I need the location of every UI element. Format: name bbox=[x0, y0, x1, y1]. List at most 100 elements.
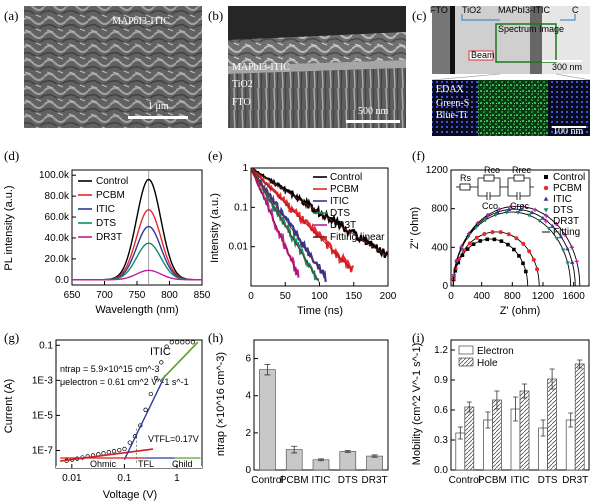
trap-xtick-label-pcbm: PCBM bbox=[280, 475, 309, 486]
eis-point-dts bbox=[554, 236, 560, 241]
trpl-fit-dts bbox=[251, 168, 320, 284]
sclc-data-point bbox=[122, 446, 127, 452]
pl-xtick-label: 750 bbox=[129, 290, 146, 301]
trpl-series-itic bbox=[251, 168, 327, 283]
eis-point-itic bbox=[540, 215, 546, 220]
sclc-data-point bbox=[153, 376, 159, 381]
mob-bar-hole-control bbox=[464, 406, 475, 471]
sclc-data-point bbox=[185, 340, 190, 345]
chart-eis-frame bbox=[450, 169, 590, 287]
eis-legend-swatch-dts bbox=[543, 208, 549, 213]
sclc-data-point bbox=[143, 407, 148, 412]
mob-ytick-label: 0.6 bbox=[434, 405, 448, 416]
eis-point-dts bbox=[565, 261, 570, 266]
eis-fit-control bbox=[452, 238, 529, 287]
eis-xtick-label: 0 bbox=[448, 291, 454, 302]
chart-trpl-ylabel: Intensity (a.u.) bbox=[209, 193, 221, 263]
pl-legend-label-dr3t: DR3T bbox=[96, 232, 122, 243]
mob-ytick-label: 0.3 bbox=[434, 435, 448, 446]
sclc-ytick-label: 0.1 bbox=[39, 340, 53, 351]
sclc-ytick-label: 1E-5 bbox=[32, 410, 54, 421]
chart-trpl-xlabel: Time (ns) bbox=[297, 305, 343, 317]
trpl-legend-label-itic: ITIC bbox=[330, 196, 349, 207]
eis-point-dts bbox=[458, 247, 464, 252]
sem-c-beam-label: Beam bbox=[471, 50, 495, 60]
panel-label-d: (d) bbox=[4, 148, 19, 163]
pl-xtick-label: 650 bbox=[64, 290, 81, 301]
eis-point-dr3t bbox=[459, 244, 464, 249]
eis-point-control bbox=[506, 242, 510, 247]
sem-c-scale-bottom: 100 nm bbox=[553, 126, 584, 137]
eis-point-dr3t bbox=[544, 213, 549, 218]
trap-errorbar-itic bbox=[318, 458, 324, 462]
eis-legend-swatch-control bbox=[544, 175, 548, 179]
trap-xtick-label-itic: ITIC bbox=[312, 475, 331, 486]
circuit-crec: Crec bbox=[510, 201, 530, 211]
sclc-data-point bbox=[180, 340, 185, 345]
trpl-fit-itic bbox=[251, 168, 326, 278]
eis-point-control bbox=[471, 242, 476, 247]
eis-ytick-label: 800 bbox=[431, 204, 448, 215]
trap-bar-control bbox=[259, 369, 276, 471]
eis-point-dr3t bbox=[497, 207, 502, 212]
trpl-xtick-label: 100 bbox=[311, 291, 328, 302]
eis-point-dr3t bbox=[554, 222, 559, 227]
sclc-xtick-label: 0.01 bbox=[62, 473, 82, 484]
sclc-data-point bbox=[117, 447, 122, 453]
eis-point-dts bbox=[526, 213, 532, 218]
eis-point-pcbm bbox=[535, 267, 540, 272]
mob-xtick-label-control: Control bbox=[449, 475, 481, 486]
mob-errorbar-electron-control bbox=[457, 426, 463, 440]
trpl-fit-dr3t bbox=[251, 168, 298, 275]
sem-b-layer-fto: FTO bbox=[232, 97, 251, 108]
sclc-tfl: TFL bbox=[138, 459, 154, 469]
sem-c-label-fto: FTO bbox=[430, 5, 448, 15]
trpl-legend-label-fitting-linear: Fitting linear bbox=[330, 232, 385, 243]
chart-eis-ylabel: Z" (ohm) bbox=[409, 207, 421, 249]
eis-legend-label-dts: DTS bbox=[553, 205, 573, 216]
eis-legend-label-control: Control bbox=[553, 172, 585, 183]
sem-image-b: MAPbI3-ITIC TiO2 FTO 500 nm bbox=[228, 6, 406, 128]
eis-point-dts bbox=[515, 210, 521, 215]
panel-label-f: (f) bbox=[412, 148, 425, 163]
chart-mobility-ylabel: Mobility (cm^2 V^-1 s^-1) bbox=[411, 343, 423, 465]
eis-point-itic bbox=[558, 234, 564, 239]
sem-a-title: MAPbI3-ITIC bbox=[112, 16, 170, 27]
eis-point-pcbm bbox=[474, 235, 479, 240]
eis-legend-label-fitting: Fitting bbox=[553, 227, 580, 238]
eis-point-dr3t bbox=[569, 245, 574, 250]
trap-bar-dr3t bbox=[366, 455, 383, 471]
trap-bar-dts bbox=[339, 451, 357, 471]
eis-point-dr3t bbox=[485, 212, 490, 217]
trpl-fit-pcbm bbox=[251, 168, 353, 271]
eis-point-dr3t bbox=[574, 259, 579, 264]
trpl-xtick-label: 200 bbox=[380, 291, 397, 302]
eis-point-pcbm bbox=[527, 249, 532, 254]
panel-label-g: (g) bbox=[4, 330, 19, 345]
sclc-data-point bbox=[169, 340, 174, 345]
mob-bar-hole-pcbm bbox=[492, 399, 502, 471]
pl-ytick-label: 20.0k bbox=[45, 254, 70, 265]
sem-image-a: MAPbI3-ITIC 1 μm bbox=[24, 6, 202, 128]
eis-point-dts bbox=[537, 219, 542, 224]
mob-errorbar-hole-dts bbox=[549, 368, 555, 390]
circuit-rs: Rs bbox=[460, 173, 471, 183]
trap-xtick-label-dts: DTS bbox=[338, 475, 358, 486]
eis-point-itic bbox=[495, 209, 500, 214]
mob-bar-hole-itic bbox=[519, 390, 530, 471]
eis-point-pcbm bbox=[506, 232, 511, 237]
eis-xtick-label: 400 bbox=[473, 291, 490, 302]
pl-legend-label-pcbm: PCBM bbox=[96, 190, 125, 201]
sclc-ytick-label: 1E-3 bbox=[32, 375, 54, 386]
chart-eis-xlabel: Z' (ohm) bbox=[500, 305, 541, 317]
eis-legend-label-pcbm: PCBM bbox=[553, 183, 582, 194]
eis-point-dr3t bbox=[509, 204, 514, 209]
eis-point-itic bbox=[484, 215, 489, 220]
eis-point-pcbm bbox=[482, 231, 487, 236]
eis-point-pcbm bbox=[467, 241, 472, 246]
eis-point-control bbox=[499, 239, 504, 243]
eis-point-dr3t bbox=[454, 258, 459, 263]
mob-legend-swatch-hole bbox=[458, 357, 474, 367]
circuit-rco: Rco bbox=[484, 165, 500, 175]
